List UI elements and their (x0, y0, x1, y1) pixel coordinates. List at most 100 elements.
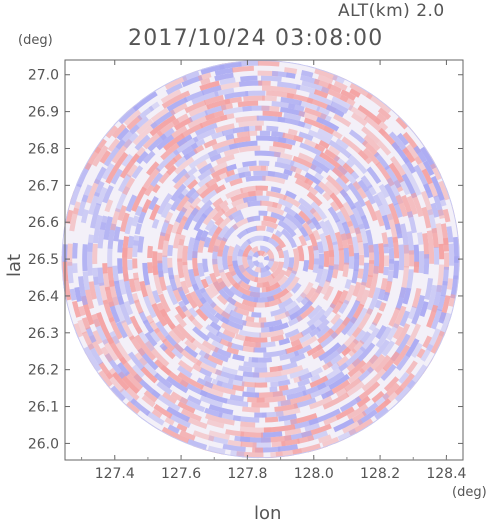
field-cell (100, 346, 114, 363)
field-cell (323, 125, 343, 140)
field-cell (177, 371, 205, 391)
field-cell (224, 96, 242, 105)
field-cell (260, 431, 283, 438)
field-cell (153, 403, 173, 419)
field-cell (219, 61, 242, 70)
field-cell (99, 150, 111, 164)
field-cell (192, 430, 215, 442)
field-cell (245, 175, 266, 182)
field-cell (301, 70, 314, 78)
field-cell (261, 75, 282, 82)
field-cell (331, 166, 350, 184)
field-cell (319, 112, 332, 122)
field-cell (168, 413, 191, 428)
field-cell (282, 194, 301, 208)
field-cell (86, 178, 101, 204)
field-cell (214, 123, 235, 134)
field-cell (221, 128, 235, 137)
field-cell (421, 206, 432, 229)
field-cell (262, 110, 283, 118)
field-cell (248, 130, 258, 137)
field-cell (328, 373, 350, 390)
field-cell (438, 312, 452, 337)
field-cell (342, 162, 355, 175)
field-cell (322, 392, 350, 410)
field-cell (97, 267, 105, 287)
field-cell (219, 77, 236, 86)
field-cell (311, 158, 331, 174)
field-cell (151, 290, 161, 304)
field-cell (176, 423, 188, 432)
field-cell (308, 408, 341, 426)
field-cell (198, 349, 210, 360)
field-cell (299, 142, 324, 158)
field-cell (187, 314, 204, 331)
field-cell (145, 284, 157, 307)
field-cell (371, 390, 385, 403)
field-cell (164, 211, 174, 224)
field-cell (92, 267, 100, 286)
field-cell (281, 438, 301, 447)
field-cell (339, 94, 356, 107)
field-cell (277, 399, 292, 407)
field-cell (332, 74, 345, 84)
field-cell (214, 171, 230, 182)
field-cell (131, 186, 147, 212)
field-cell (317, 181, 335, 198)
field-cell (225, 187, 244, 200)
field-cell (121, 153, 134, 167)
field-cell (209, 321, 222, 332)
field-cell (251, 402, 270, 408)
field-cell (261, 220, 279, 230)
field-cell (225, 429, 245, 437)
field-cell (110, 168, 123, 185)
field-cell (102, 263, 108, 274)
field-cell (232, 384, 245, 392)
field-cell (318, 220, 330, 236)
field-cell (348, 418, 374, 437)
field-cell (350, 205, 365, 230)
field-cell (223, 206, 238, 218)
field-cell (108, 301, 121, 324)
field-cell (137, 235, 145, 253)
field-cell (352, 281, 362, 297)
field-cell (140, 366, 158, 384)
field-cell (144, 184, 155, 197)
field-cell (236, 228, 249, 240)
field-cell (382, 382, 400, 401)
field-cell (419, 301, 429, 318)
field-cell (339, 205, 354, 228)
field-cell (333, 113, 352, 128)
field-cell (235, 115, 259, 123)
field-cell (228, 140, 258, 150)
field-cell (261, 326, 274, 333)
field-cell (161, 90, 191, 109)
field-cell (255, 125, 262, 131)
field-cell (198, 162, 213, 175)
field-cell (240, 431, 264, 438)
field-cell (309, 375, 329, 388)
field-cell (374, 299, 383, 309)
field-cell (395, 194, 408, 217)
field-cell (381, 232, 389, 248)
field-cell (304, 107, 327, 120)
field-cell (182, 261, 193, 289)
field-cell (298, 131, 314, 142)
field-cell (420, 343, 434, 362)
field-cell (232, 243, 241, 269)
field-cell (74, 286, 83, 303)
field-cell (331, 264, 339, 279)
field-cell (93, 166, 107, 185)
field-cell (183, 90, 205, 103)
field-cell (430, 163, 442, 181)
field-cell (192, 128, 216, 143)
field-cell (88, 191, 100, 215)
field-cell (176, 365, 193, 379)
field-cell (233, 136, 251, 144)
field-cell (206, 419, 225, 429)
field-cell (158, 170, 171, 184)
field-cell (196, 377, 214, 389)
field-cell (227, 255, 233, 267)
field-cell (160, 89, 182, 104)
field-cell (288, 315, 303, 327)
